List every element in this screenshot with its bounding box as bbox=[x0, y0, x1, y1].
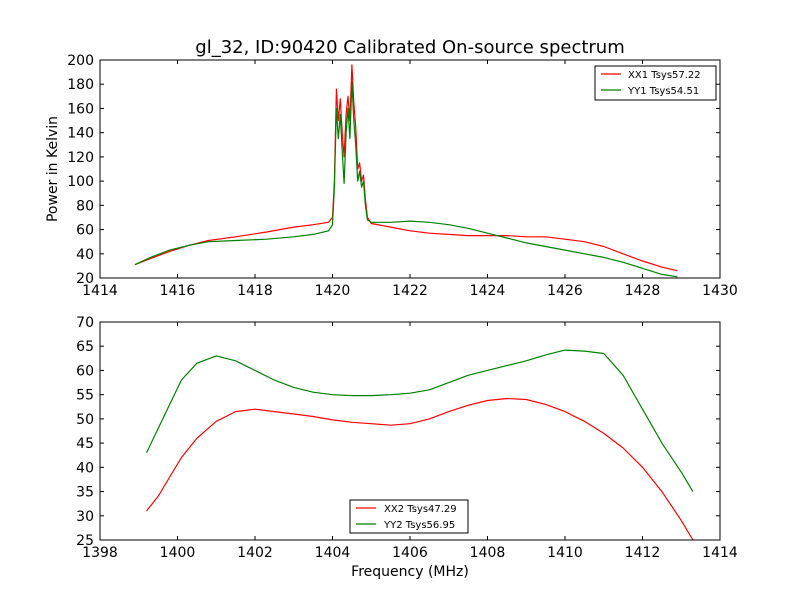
legend-label-xx1: XX1 Tsys57.22 bbox=[628, 70, 701, 81]
bottom-plot-series bbox=[145, 349, 694, 541]
legend-label-yy2: YY2 Tsys56.95 bbox=[383, 520, 455, 531]
top-legend-box bbox=[594, 65, 717, 101]
series-line-xx2 bbox=[146, 397, 694, 541]
y-tick-label: 40 bbox=[76, 247, 94, 263]
y-tick-label: 45 bbox=[76, 436, 94, 452]
x-tick-label: 1422 bbox=[392, 283, 428, 299]
x-tick-label: 1430 bbox=[702, 283, 738, 299]
legend-label-yy1: YY1 Tsys54.51 bbox=[627, 86, 699, 97]
top-y-axis-label: Power in Kelvin bbox=[45, 116, 61, 222]
x-tick-label: 1420 bbox=[315, 283, 351, 299]
y-tick-label: 180 bbox=[67, 77, 94, 93]
x-tick-label: 1418 bbox=[237, 283, 273, 299]
top-plot-ticks: 1414 1416 1418 1420 1422 1424 1426 1428 1430 20 40… bbox=[67, 53, 738, 299]
bottom-legend-box bbox=[349, 499, 469, 534]
chart-title: gl_32, ID:90420 Calibrated On-source spe… bbox=[195, 37, 624, 58]
y-tick-label: 120 bbox=[67, 150, 94, 166]
x-tick-label: 1400 bbox=[160, 545, 196, 561]
series-line-xx1 bbox=[134, 64, 678, 272]
x-tick-label: 1416 bbox=[160, 283, 196, 299]
x-axis-label: Frequency (MHz) bbox=[351, 564, 469, 580]
x-tick-label: 1414 bbox=[702, 545, 738, 561]
x-tick-label: 1398 bbox=[82, 545, 118, 561]
series-line-yy2 bbox=[145, 349, 694, 492]
legend-label-xx2: XX2 Tsys47.29 bbox=[384, 504, 457, 515]
x-tick-label: 1402 bbox=[237, 545, 273, 561]
bottom-legend: XX2 Tsys47.29 YY2 Tsys56.95 bbox=[349, 499, 469, 534]
y-tick-label: 60 bbox=[76, 223, 94, 239]
y-tick-label: 65 bbox=[76, 339, 94, 355]
x-tick-label: 1412 bbox=[625, 545, 661, 561]
y-tick-label: 70 bbox=[76, 315, 94, 331]
y-tick-label: 20 bbox=[76, 271, 94, 287]
x-tick-label: 1408 bbox=[470, 545, 506, 561]
x-tick-label: 1406 bbox=[392, 545, 428, 561]
y-tick-label: 140 bbox=[67, 126, 94, 142]
x-tick-label: 1428 bbox=[625, 283, 661, 299]
top-plot-series bbox=[134, 64, 678, 278]
top-plot: 1414 1416 1418 1420 1422 1424 1426 1428 1430 20 40… bbox=[45, 53, 738, 299]
x-tick-label: 1424 bbox=[470, 283, 506, 299]
bottom-plot: 1398 1400 1402 1404 1406 1408 1410 1412 1414 25 30… bbox=[76, 315, 738, 580]
x-tick-label: 1426 bbox=[547, 283, 583, 299]
bottom-plot-ticks: 1398 1400 1402 1404 1406 1408 1410 1412 1414 25 30… bbox=[76, 315, 738, 561]
y-tick-label: 50 bbox=[76, 412, 94, 428]
x-tick-label: 1410 bbox=[547, 545, 583, 561]
y-tick-label: 30 bbox=[76, 509, 94, 525]
top-legend: XX1 Tsys57.22 YY1 Tsys54.51 bbox=[594, 65, 717, 101]
y-tick-label: 40 bbox=[76, 460, 94, 476]
y-tick-label: 35 bbox=[76, 485, 94, 501]
y-tick-label: 60 bbox=[76, 363, 94, 379]
y-tick-label: 25 bbox=[76, 533, 94, 549]
y-tick-label: 160 bbox=[67, 101, 94, 117]
y-tick-label: 80 bbox=[76, 198, 94, 214]
y-tick-label: 55 bbox=[76, 388, 94, 404]
y-tick-label: 200 bbox=[67, 53, 94, 69]
series-line-yy1 bbox=[134, 81, 678, 278]
y-tick-label: 100 bbox=[67, 174, 94, 190]
x-tick-label: 1404 bbox=[315, 545, 351, 561]
x-tick-label: 1414 bbox=[82, 283, 118, 299]
